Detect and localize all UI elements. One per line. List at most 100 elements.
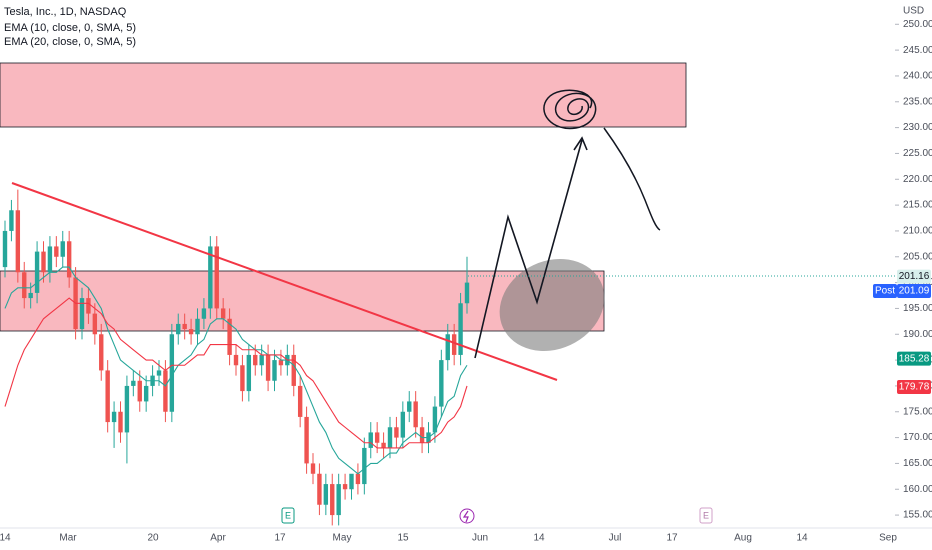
y-tick-label: 235.00: [903, 96, 932, 107]
y-tick-label: 215.00: [903, 200, 932, 211]
target-scribble: [543, 89, 597, 130]
candle-body: [439, 360, 444, 407]
highlight-ellipse: [499, 259, 605, 351]
candle-body: [54, 246, 59, 257]
projection-arrow: [474, 136, 588, 359]
x-tick-label: Jul: [609, 533, 622, 544]
x-tick-label: Jun: [472, 533, 488, 544]
x-tick-label: 20: [147, 533, 159, 544]
candle-body: [2, 230, 8, 268]
reversal-curve: [603, 127, 661, 231]
price-tag: [897, 283, 931, 298]
candle-body: [208, 246, 213, 309]
candle-body: [349, 473, 354, 490]
y-tick-label: 160.00: [903, 484, 932, 495]
y-tick-label: 155.00: [903, 510, 932, 521]
candle-body: [86, 298, 91, 314]
candle-body: [362, 447, 367, 485]
candle-body: [400, 411, 406, 438]
candle-body: [176, 323, 181, 335]
y-tick-label: 205.00: [903, 251, 932, 262]
candle-body: [220, 308, 226, 319]
candle-body: [227, 318, 232, 355]
price-tag-prefix: Post: [875, 286, 895, 297]
y-tick-label: 195.00: [903, 303, 932, 314]
x-tick-label: Mar: [59, 533, 77, 544]
candle-body: [297, 385, 303, 417]
candle-body: [330, 484, 335, 516]
candle-body: [458, 303, 463, 355]
candle-body: [195, 318, 200, 335]
candle-body: [445, 334, 450, 361]
x-tick-label: 14: [796, 533, 808, 544]
legend-ema10: EMA (10, close, 0, SMA, 5): [4, 22, 136, 34]
candle-body: [355, 473, 361, 485]
y-tick-label: 170.00: [903, 432, 932, 443]
candle-body: [118, 411, 123, 433]
marks: [2, 189, 470, 526]
candle-body: [131, 380, 136, 386]
candle-body: [246, 354, 252, 392]
ema-line: [4, 297, 468, 449]
y-tick-label: 250.00: [903, 19, 932, 30]
candle-body: [15, 210, 21, 273]
ema-line: [4, 266, 468, 475]
candle-body: [419, 427, 425, 443]
trend-line: [11, 182, 558, 381]
dividend-icon: [459, 508, 475, 524]
candle-body: [233, 354, 239, 366]
candle-body: [394, 427, 399, 438]
candle-body: [28, 292, 33, 299]
x-tick-label: 14: [0, 533, 11, 544]
candle-body: [22, 272, 27, 299]
lightning: [462, 510, 469, 523]
x-tick-label: 17: [666, 533, 678, 544]
legend-title: Tesla, Inc., 1D, NASDAQ: [4, 6, 127, 18]
price-tag-label: 201.16: [899, 271, 930, 282]
candle-body: [92, 313, 98, 335]
candle-body: [374, 432, 380, 443]
candle-body: [381, 442, 386, 448]
y-tick-label: 165.00: [903, 458, 932, 469]
candle-body: [291, 354, 296, 386]
price-tag-label: 179.78: [899, 382, 930, 393]
y-tick-label: 225.00: [903, 148, 932, 159]
candle-body: [259, 354, 264, 366]
resistance-zone: [0, 62, 687, 128]
candle-body: [464, 282, 470, 304]
x-tick-label: May: [333, 533, 352, 544]
y-tick-label: 210.00: [903, 226, 932, 237]
candle-body: [413, 401, 418, 428]
candle-body: [240, 365, 245, 392]
candle-body: [99, 334, 104, 371]
candle-body: [201, 308, 207, 319]
price-tag-label: 185.28: [899, 353, 930, 364]
y-tick-label: 175.00: [903, 406, 932, 417]
candle-body: [336, 484, 341, 516]
candle-body: [9, 210, 14, 231]
candle-body: [407, 401, 412, 412]
candle-body: [124, 385, 130, 433]
candle-body: [323, 484, 329, 505]
candle-body: [34, 251, 40, 293]
candle-body: [278, 360, 284, 366]
y-tick-label: 230.00: [903, 122, 932, 133]
candle-body: [66, 241, 72, 278]
candle-body: [137, 380, 142, 402]
x-tick-label: 17: [274, 533, 286, 544]
y-tick-label: 190.00: [903, 329, 932, 340]
candle-body: [368, 432, 373, 448]
price-tag: [897, 380, 931, 395]
candle-body: [188, 329, 194, 335]
candle-body: [310, 463, 316, 474]
candle-body: [182, 323, 187, 330]
x-tick-label: Aug: [734, 533, 752, 544]
y-tick-label: 240.00: [903, 71, 932, 82]
y-tick-label: 220.00: [903, 174, 932, 185]
candle-body: [304, 416, 309, 464]
candle-body: [143, 385, 149, 402]
event-icon: [281, 507, 295, 524]
candle-body: [451, 334, 457, 355]
